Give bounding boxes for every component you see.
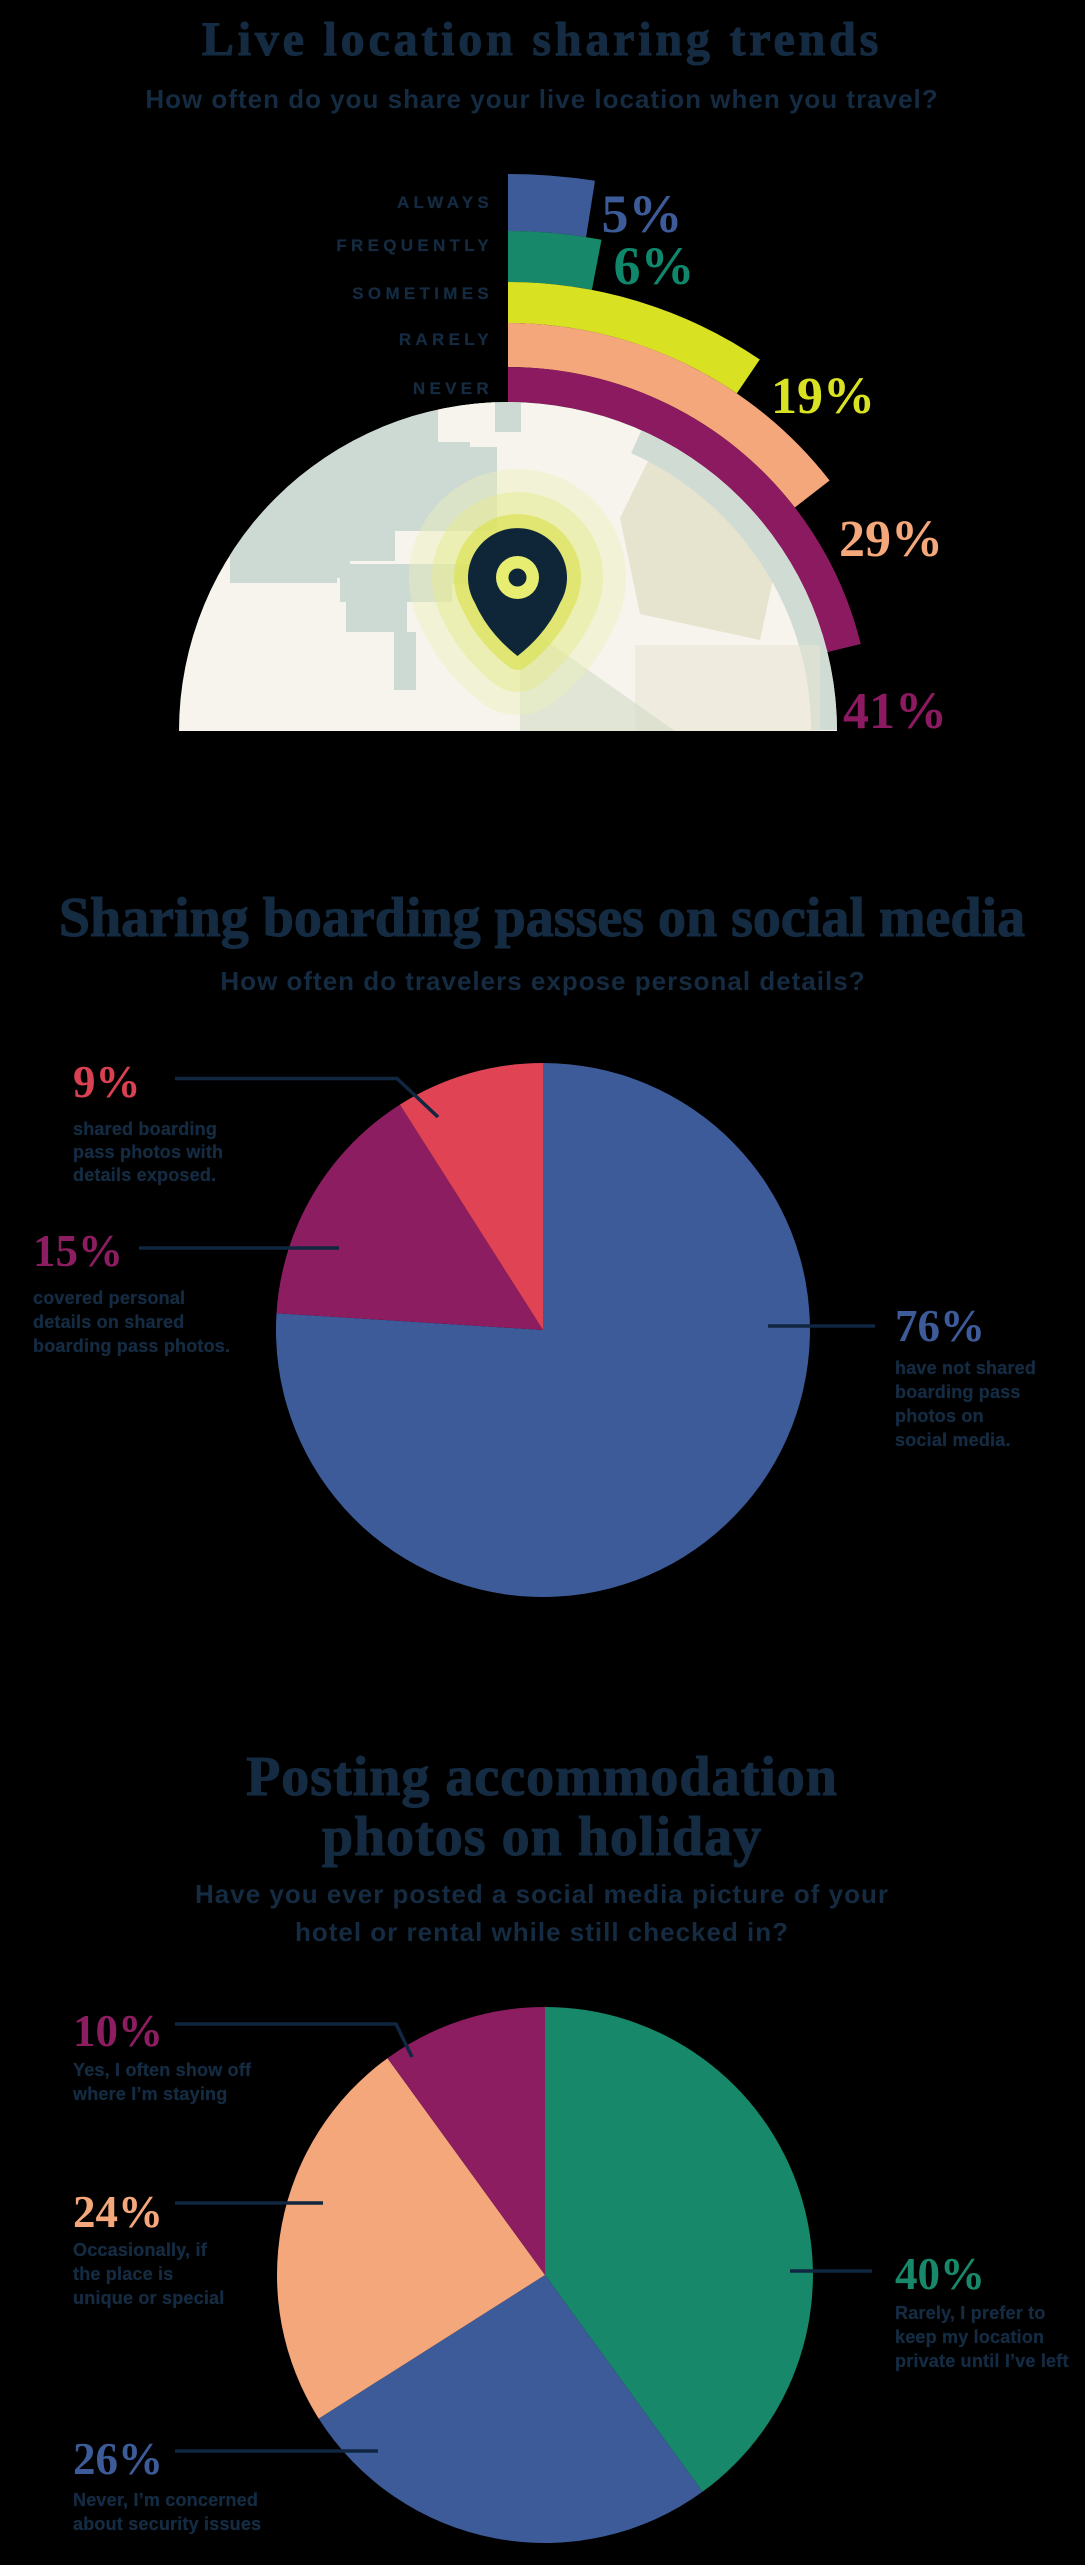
svg-text:hotel or rental while still ch: hotel or rental while still checked in? — [295, 1917, 789, 1947]
svg-text:SOMETIMES: SOMETIMES — [352, 284, 493, 303]
svg-text:NEVER: NEVER — [413, 379, 493, 398]
svg-text:29%: 29% — [839, 511, 943, 568]
svg-text:6%: 6% — [614, 236, 695, 296]
svg-text:Have you ever posted a social: Have you ever posted a social media pict… — [195, 1879, 889, 1909]
svg-text:26%: 26% — [73, 2434, 163, 2484]
svg-text:10%: 10% — [73, 2006, 163, 2056]
svg-text:5%: 5% — [602, 184, 683, 244]
svg-text:photos on holiday: photos on holiday — [322, 1806, 762, 1868]
svg-text:9%: 9% — [73, 1057, 141, 1107]
svg-text:40%: 40% — [895, 2249, 985, 2299]
svg-text:Sharing boarding passes on soc: Sharing boarding passes on social media — [59, 887, 1025, 949]
svg-text:76%: 76% — [895, 1301, 985, 1351]
svg-text:ALWAYS: ALWAYS — [397, 193, 493, 212]
svg-text:How often do you share your li: How often do you share your live locatio… — [145, 84, 938, 114]
svg-text:RARELY: RARELY — [399, 330, 493, 349]
svg-text:Posting accommodation: Posting accommodation — [246, 1746, 838, 1808]
svg-text:41%: 41% — [843, 683, 947, 740]
svg-text:FREQUENTLY: FREQUENTLY — [336, 236, 493, 255]
svg-text:How often do travelers expose: How often do travelers expose personal d… — [220, 966, 865, 996]
svg-text:Live location sharing trends: Live location sharing trends — [202, 13, 882, 66]
svg-text:19%: 19% — [771, 368, 875, 425]
svg-text:15%: 15% — [33, 1226, 123, 1276]
svg-text:24%: 24% — [73, 2187, 163, 2237]
